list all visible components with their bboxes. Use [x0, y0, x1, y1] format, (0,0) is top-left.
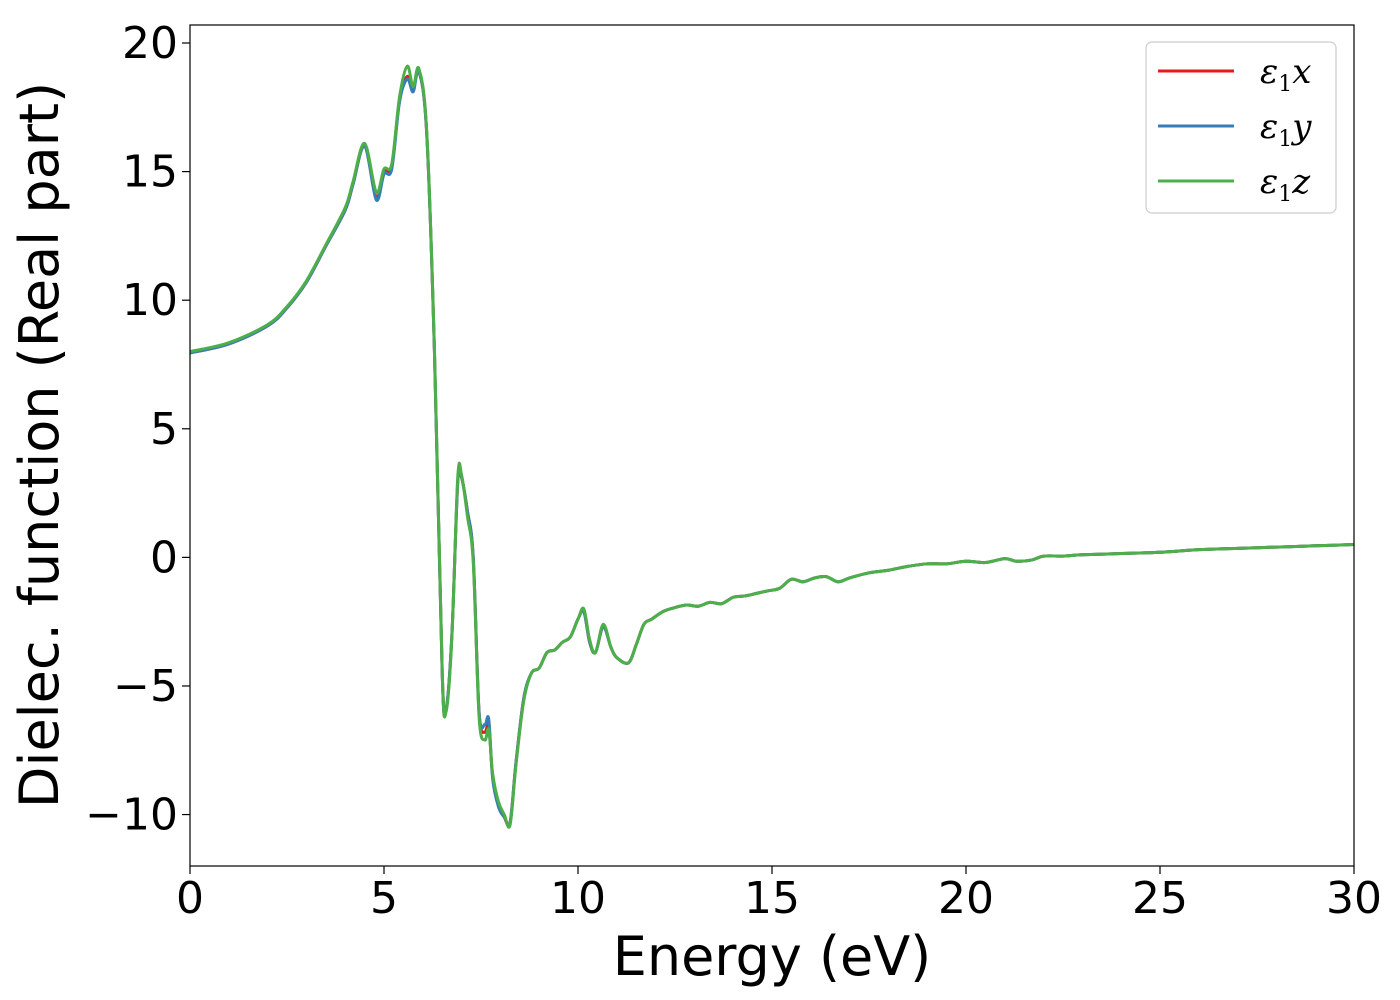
series-layer: [189, 64, 1355, 829]
x-tick-label: 5: [370, 873, 398, 924]
x-tick-label: 15: [744, 873, 800, 924]
x-tick-label: 10: [550, 873, 606, 924]
x-tick-label: 20: [938, 873, 994, 924]
x-tick-label: 25: [1132, 873, 1188, 924]
y-tick-label: 15: [122, 147, 178, 198]
x-axis-title: Energy (eV): [613, 925, 932, 988]
legend-label-y: ε1y: [1260, 107, 1312, 152]
y-tick-label: 10: [122, 275, 178, 326]
x-axis-ticks: 0 5 10 15 20 25 30: [176, 866, 1382, 924]
legend: ε1x ε1y ε1z: [1145, 41, 1337, 214]
series-line-z: [189, 64, 1355, 829]
y-tick-label: 20: [122, 18, 178, 69]
y-tick-label: 0: [150, 532, 178, 583]
y-tick-label: −5: [113, 661, 178, 712]
x-tick-label: 0: [176, 873, 204, 924]
legend-label-x: ε1x: [1260, 52, 1311, 97]
legend-frame: [1145, 41, 1337, 214]
legend-label-z: ε1z: [1260, 162, 1311, 207]
y-tick-label: 5: [150, 404, 178, 455]
y-axis-ticks: −10 −5 0 5 10 15 20: [85, 18, 190, 841]
x-tick-label: 30: [1326, 873, 1382, 924]
y-tick-label: −10: [85, 790, 178, 841]
y-axis-title: Dielec. function (Real part): [8, 82, 71, 808]
